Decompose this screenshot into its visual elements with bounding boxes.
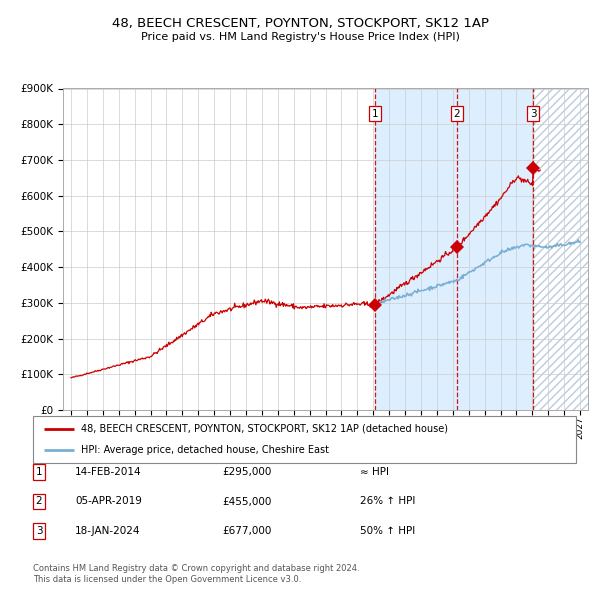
Text: Price paid vs. HM Land Registry's House Price Index (HPI): Price paid vs. HM Land Registry's House … <box>140 32 460 42</box>
Text: £295,000: £295,000 <box>222 467 271 477</box>
Text: Contains HM Land Registry data © Crown copyright and database right 2024.: Contains HM Land Registry data © Crown c… <box>33 565 359 573</box>
Bar <box>375 88 533 410</box>
Text: 1: 1 <box>372 109 379 119</box>
Text: 2: 2 <box>454 109 460 119</box>
Text: £455,000: £455,000 <box>222 497 271 506</box>
Text: 18-JAN-2024: 18-JAN-2024 <box>75 526 140 536</box>
Text: This data is licensed under the Open Government Licence v3.0.: This data is licensed under the Open Gov… <box>33 575 301 584</box>
FancyBboxPatch shape <box>33 416 576 463</box>
Text: 1: 1 <box>35 467 43 477</box>
Text: 48, BEECH CRESCENT, POYNTON, STOCKPORT, SK12 1AP (detached house): 48, BEECH CRESCENT, POYNTON, STOCKPORT, … <box>81 424 448 434</box>
Text: 48, BEECH CRESCENT, POYNTON, STOCKPORT, SK12 1AP: 48, BEECH CRESCENT, POYNTON, STOCKPORT, … <box>112 17 488 30</box>
Text: 2: 2 <box>35 497 43 506</box>
Text: £677,000: £677,000 <box>222 526 271 536</box>
Text: 3: 3 <box>35 526 43 536</box>
Text: 3: 3 <box>530 109 536 119</box>
Text: ≈ HPI: ≈ HPI <box>360 467 389 477</box>
Text: 26% ↑ HPI: 26% ↑ HPI <box>360 497 415 506</box>
Bar <box>533 88 588 410</box>
Text: 50% ↑ HPI: 50% ↑ HPI <box>360 526 415 536</box>
Text: HPI: Average price, detached house, Cheshire East: HPI: Average price, detached house, Ches… <box>81 445 329 455</box>
Text: 14-FEB-2014: 14-FEB-2014 <box>75 467 142 477</box>
Text: 05-APR-2019: 05-APR-2019 <box>75 497 142 506</box>
